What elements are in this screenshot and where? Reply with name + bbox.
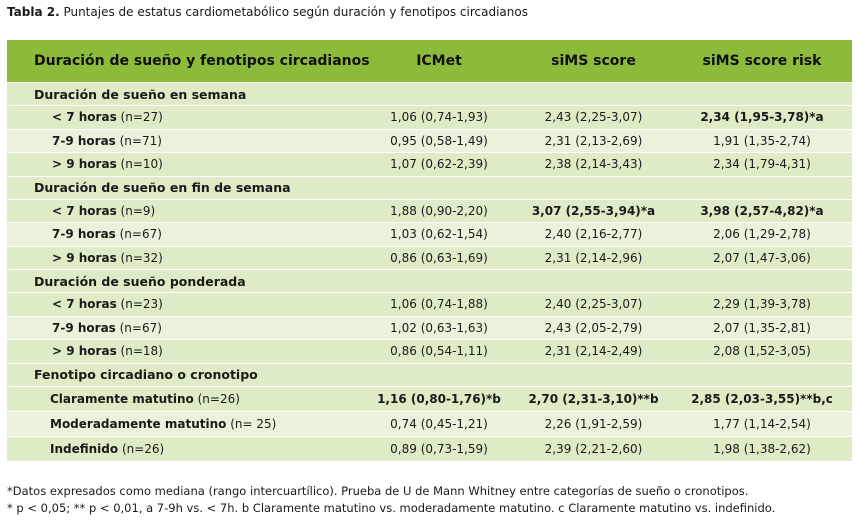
cell-risk: 2,08 (1,52-3,05): [713, 344, 811, 359]
table-caption-label: Tabla 2.: [7, 5, 60, 19]
section-header-weekday: Duración de sueño en semana: [7, 83, 852, 106]
row-label: < 7 horas: [52, 297, 117, 312]
row-label: Moderadamente matutino: [50, 416, 227, 431]
cell-icmet: 1,88 (0,90-2,20): [390, 203, 488, 218]
table-row: > 9 horas (n=32) 0,86 (0,63-1,69) 2,31 (…: [7, 246, 852, 270]
cell-icmet: 1,06 (0,74-1,88): [390, 297, 488, 312]
table-row: 7-9 horas (n=71) 0,95 (0,58-1,49) 2,31 (…: [7, 129, 852, 153]
row-n: (n=67): [115, 227, 162, 242]
cell-sims: 2,70 (2,31-3,10)**b: [528, 391, 659, 406]
row-n: (n=18): [116, 344, 163, 359]
cell-risk: 3,98 (2,57-4,82)*a: [700, 203, 824, 218]
table-row: 7-9 horas (n=67) 1,02 (0,63-1,63) 2,43 (…: [7, 316, 852, 340]
cell-icmet: 0,95 (0,58-1,49): [390, 133, 488, 148]
row-n: (n=71): [115, 133, 162, 148]
cell-sims: 2,39 (2,21-2,60): [544, 441, 643, 456]
table-footnotes: *Datos expresados como mediana (rango in…: [7, 483, 775, 517]
cell-sims: 2,40 (2,16-2,77): [544, 227, 643, 242]
section-title: Duración de sueño en fin de semana: [34, 180, 291, 195]
header-sims-score: siMS score: [551, 53, 636, 69]
row-n: (n= 25): [226, 416, 277, 431]
cell-sims: 2,38 (2,14-3,43): [544, 157, 643, 172]
cell-icmet: 1,02 (0,63-1,63): [390, 320, 488, 335]
header-sims-score-risk: siMS score risk: [702, 53, 822, 69]
cell-risk: 2,07 (1,47-3,06): [713, 250, 811, 265]
row-n: (n=32): [116, 250, 163, 265]
cell-icmet: 0,86 (0,63-1,69): [390, 250, 488, 265]
cell-icmet: 1,03 (0,62-1,54): [390, 227, 488, 242]
row-n: (n=67): [115, 320, 162, 335]
cell-sims: 3,07 (2,55-3,94)*a: [531, 203, 656, 218]
row-n: (n=23): [116, 297, 163, 312]
row-label: Claramente matutino: [50, 391, 194, 406]
footnote-2: * p < 0,05; ** p < 0,01, a 7-9h vs. < 7h…: [7, 501, 776, 515]
row-n: (n=10): [116, 157, 163, 172]
section-title: Fenotipo circadiano o cronotipo: [34, 367, 258, 382]
table-header-row: Duración de sueño y fenotipos circadiano…: [7, 40, 852, 83]
section-header-chronotype: Fenotipo circadiano o cronotipo: [7, 363, 852, 387]
row-label: Indefinido: [50, 441, 119, 456]
cell-risk: 1,77 (1,14-2,54): [713, 416, 811, 431]
cell-icmet: 1,07 (0,62-2,39): [390, 157, 488, 172]
cell-sims: 2,43 (2,05-2,79): [544, 320, 643, 335]
row-n: (n=26): [118, 441, 165, 456]
cell-icmet: 1,16 (0,80-1,76)*b: [377, 391, 501, 406]
cell-risk: 2,06 (1,29-2,78): [713, 227, 811, 242]
cell-risk: 1,91 (1,35-2,74): [713, 133, 811, 148]
table-row: Indefinido (n=26) 0,89 (0,73-1,59) 2,39 …: [7, 436, 852, 462]
cell-icmet: 0,86 (0,54-1,11): [390, 344, 488, 359]
cell-sims: 2,26 (1,91-2,59): [544, 416, 643, 431]
section-header-weighted: Duración de sueño ponderada: [7, 270, 852, 293]
cell-risk: 1,98 (1,38-2,62): [713, 441, 811, 456]
cell-icmet: 0,74 (0,45-1,21): [390, 416, 488, 431]
row-label: 7-9 horas: [52, 320, 116, 335]
table-row: > 9 horas (n=18) 0,86 (0,54-1,11) 2,31 (…: [7, 340, 852, 364]
row-n: (n=26): [193, 391, 240, 406]
table-row: < 7 horas (n=23) 1,06 (0,74-1,88) 2,40 (…: [7, 293, 852, 317]
cell-sims: 2,43 (2,25-3,07): [544, 110, 643, 125]
table-row: Moderadamente matutino (n= 25) 0,74 (0,4…: [7, 411, 852, 437]
table-row: Claramente matutino (n=26) 1,16 (0,80-1,…: [7, 386, 852, 412]
cell-sims: 2,31 (2,14-2,49): [544, 344, 643, 359]
cell-risk: 2,07 (1,35-2,81): [713, 320, 811, 335]
section-header-weekend: Duración de sueño en fin de semana: [7, 176, 852, 200]
table-caption-title: Puntajes de estatus cardiometabólico seg…: [59, 5, 528, 19]
section-title: Duración de sueño ponderada: [34, 273, 246, 289]
cell-sims: 2,31 (2,13-2,69): [544, 133, 643, 148]
footnote-1: *Datos expresados como mediana (rango in…: [7, 484, 749, 498]
header-icmet: ICMet: [416, 53, 462, 69]
header-sleep-phenotype: Duración de sueño y fenotipos circadiano…: [34, 53, 370, 69]
row-label: > 9 horas: [52, 157, 117, 172]
cell-risk: 2,29 (1,39-3,78): [713, 297, 811, 312]
table-row: < 7 horas (n=27) 1,06 (0,74-1,93) 2,43 (…: [7, 106, 852, 130]
cell-icmet: 1,06 (0,74-1,93): [390, 110, 488, 125]
row-label: < 7 horas: [52, 203, 117, 218]
section-title: Duración de sueño en semana: [34, 86, 247, 102]
cell-risk: 2,85 (2,03-3,55)**b,c: [691, 391, 833, 406]
row-n: (n=27): [116, 110, 163, 125]
row-label: < 7 horas: [52, 110, 117, 125]
cell-risk: 2,34 (1,79-4,31): [713, 157, 811, 172]
row-n: (n=9): [116, 203, 156, 218]
cell-sims: 2,31 (2,14-2,96): [544, 250, 643, 265]
cell-sims: 2,40 (2,25-3,07): [544, 297, 643, 312]
cell-icmet: 0,89 (0,73-1,59): [390, 441, 488, 456]
row-label: > 9 horas: [52, 250, 117, 265]
results-table: Duración de sueño y fenotipos circadiano…: [7, 40, 852, 462]
row-label: 7-9 horas: [52, 133, 116, 148]
row-label: > 9 horas: [52, 344, 117, 359]
cell-risk: 2,34 (1,95-3,78)*a: [700, 110, 824, 125]
table-row: > 9 horas (n=10) 1,07 (0,62-2,39) 2,38 (…: [7, 153, 852, 177]
table-row: < 7 horas (n=9) 1,88 (0,90-2,20) 3,07 (2…: [7, 199, 852, 223]
table-row: 7-9 horas (n=67) 1,03 (0,62-1,54) 2,40 (…: [7, 223, 852, 247]
row-label: 7-9 horas: [52, 227, 116, 242]
table-caption: Tabla 2. Puntajes de estatus cardiometab…: [7, 4, 528, 20]
